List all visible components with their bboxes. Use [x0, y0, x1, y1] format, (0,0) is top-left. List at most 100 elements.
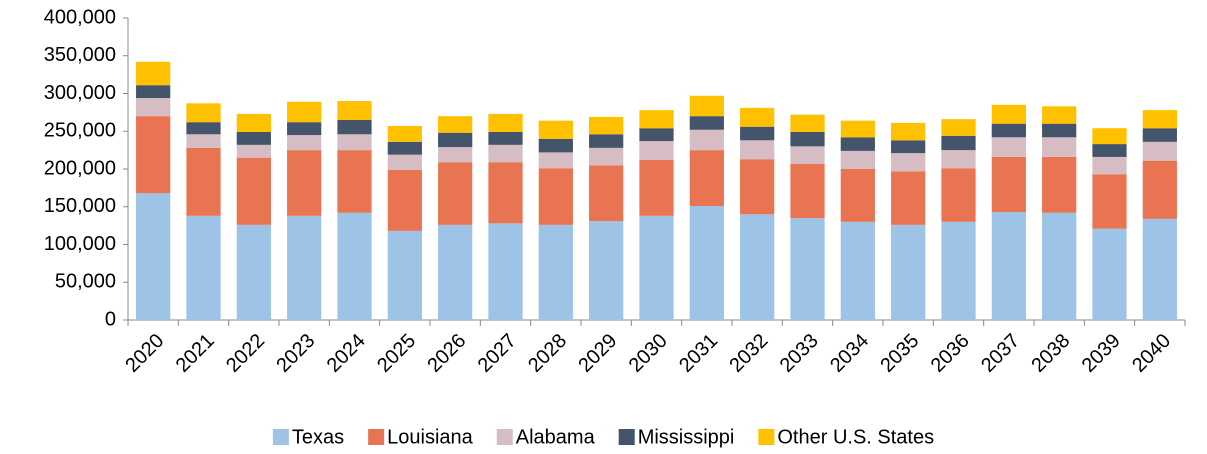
bar-segment	[689, 116, 724, 130]
x-tick-label: 2040	[1128, 330, 1175, 377]
x-tick-label: 2021	[172, 330, 219, 377]
bar-segment	[639, 159, 674, 216]
x-tick-label: 2039	[1078, 330, 1125, 377]
bar-segment	[991, 123, 1026, 138]
legend-swatch	[496, 429, 513, 445]
bar-segment	[1142, 141, 1177, 161]
bar-segment	[790, 114, 825, 133]
bar-segment	[438, 162, 473, 225]
bar-segment	[589, 165, 624, 222]
y-tick-label: 350,000	[44, 44, 116, 66]
bar-segment	[136, 193, 171, 320]
bar-segment	[236, 144, 271, 158]
bar-segment	[1092, 128, 1127, 145]
bar-segment	[840, 169, 875, 222]
bar-segment	[1092, 144, 1127, 157]
bar-segment	[337, 101, 372, 120]
bar-segment	[488, 113, 523, 133]
bar-segment	[236, 113, 271, 133]
x-tick-label: 2037	[977, 330, 1024, 377]
bar-segment	[840, 137, 875, 151]
bar-segment	[287, 101, 322, 123]
bar-segment	[186, 215, 221, 320]
y-tick-label: 150,000	[44, 195, 116, 217]
bar-segment	[136, 85, 171, 99]
bar-segment	[488, 132, 523, 145]
bar-segment	[639, 110, 674, 129]
bar-segment	[186, 122, 221, 135]
bar-segment	[387, 169, 422, 231]
x-tick-label: 2034	[826, 330, 873, 377]
bar-segment	[387, 230, 422, 320]
x-tick-label: 2035	[876, 330, 923, 377]
y-tick-label: 100,000	[44, 233, 116, 255]
bar-segment	[488, 144, 523, 163]
bar-segment	[488, 223, 523, 320]
bar-segment	[589, 116, 624, 135]
bar-segment	[941, 221, 976, 320]
legend-swatch	[758, 429, 775, 445]
bar-segment	[589, 134, 624, 148]
bar-segment	[1042, 106, 1077, 124]
bar-segment	[891, 122, 926, 141]
bar-segment	[538, 168, 573, 225]
bar-segment	[840, 150, 875, 169]
bar-segment	[689, 95, 724, 117]
bar-segment	[840, 221, 875, 320]
bar-segment	[438, 116, 473, 133]
bar-segment	[1142, 160, 1177, 219]
bar-segment	[1042, 212, 1077, 320]
bar-segment	[287, 122, 322, 136]
x-tick-label: 2038	[1027, 330, 1074, 377]
bar-segment	[287, 135, 322, 151]
bar-segment	[287, 150, 322, 216]
bar-segment	[136, 61, 171, 86]
y-tick-label: 200,000	[44, 157, 116, 179]
bar-segment	[941, 119, 976, 136]
x-tick-label: 2024	[323, 330, 370, 377]
bar-segment	[387, 154, 422, 170]
x-tick-label: 2026	[423, 330, 470, 377]
bar-segment	[136, 116, 171, 194]
bar-segment	[1092, 174, 1127, 229]
legend-label: Louisiana	[387, 426, 474, 448]
bar-segment	[639, 215, 674, 320]
x-tick-label: 2030	[625, 330, 672, 377]
bar-segment	[287, 215, 322, 320]
bar-segment	[387, 141, 422, 155]
bar-segment	[1042, 156, 1077, 213]
x-tick-label: 2027	[474, 330, 521, 377]
legend-label: Alabama	[516, 426, 596, 448]
bar-segment	[639, 128, 674, 142]
legend-swatch	[368, 429, 385, 445]
x-tick-label: 2020	[121, 330, 168, 377]
bar-segment	[337, 212, 372, 320]
bar-segment	[1092, 156, 1127, 175]
bar-segment	[941, 168, 976, 222]
bar-segment	[438, 224, 473, 320]
bar-segment	[538, 152, 573, 169]
bar-segment	[689, 129, 724, 151]
legend-swatch	[272, 429, 289, 445]
bar-segment	[488, 162, 523, 224]
x-tick-label: 2028	[524, 330, 571, 377]
bar-segment	[438, 147, 473, 163]
bar-segment	[689, 205, 724, 320]
bar-segment	[438, 132, 473, 148]
legend-label: Mississippi	[638, 426, 735, 448]
bar-segment	[186, 134, 221, 148]
x-tick-label: 2023	[272, 330, 319, 377]
bar-segment	[639, 141, 674, 160]
bar-segment	[387, 125, 422, 142]
bar-segment	[538, 120, 573, 139]
y-tick-label: 250,000	[44, 120, 116, 142]
bar-segment	[136, 98, 171, 117]
x-tick-label: 2031	[675, 330, 722, 377]
bar-segment	[1142, 110, 1177, 129]
bar-segment	[337, 119, 372, 135]
bar-segment	[337, 150, 372, 213]
bar-segment	[941, 150, 976, 169]
x-tick-label: 2036	[927, 330, 974, 377]
bar-segment	[740, 214, 775, 320]
